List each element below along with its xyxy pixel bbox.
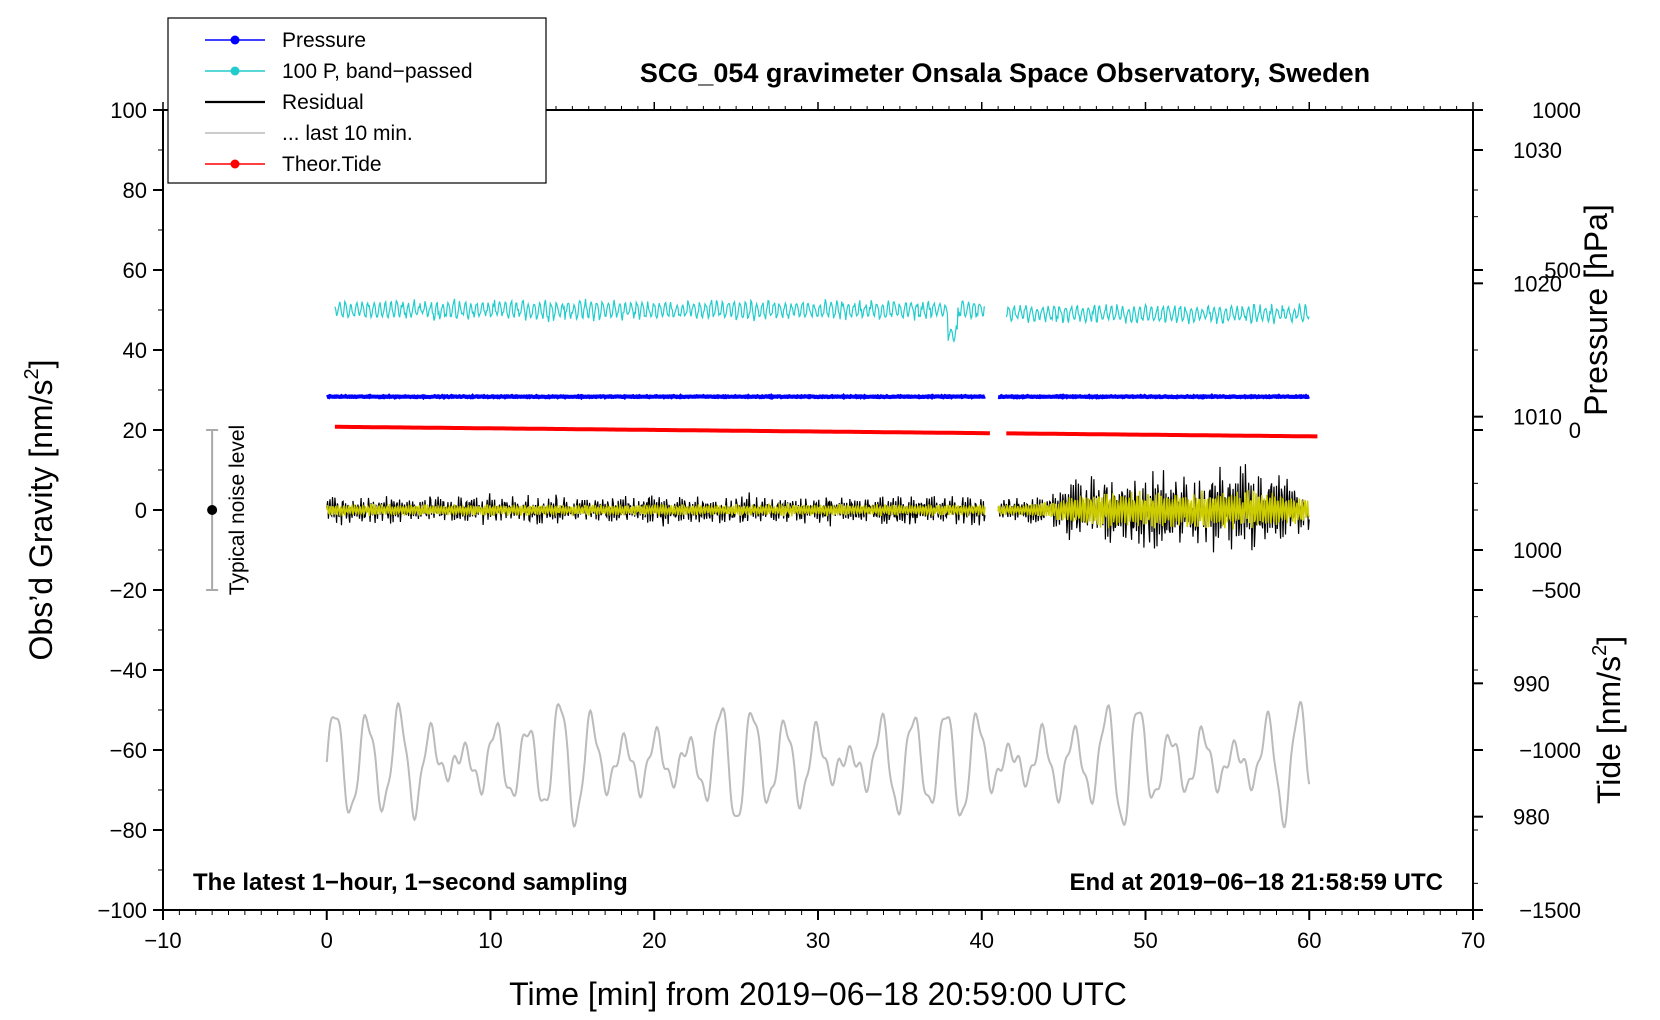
pressure-axis-ticks: 1030 1020 1010 1000 990 980 — [1473, 138, 1562, 884]
y-axis-title: Obs’d Gravity [nm/s2] — [21, 360, 59, 661]
x-axis-ticks: −10 0 10 20 30 40 50 60 70 — [144, 102, 1485, 953]
pressure-tick-label-1000: 1000 — [1513, 538, 1562, 563]
tide-axis-title-sup: 2 — [1589, 645, 1611, 656]
y-tick-label--80: −80 — [110, 818, 147, 843]
noise-dot — [207, 505, 218, 515]
series-theor-tide-0 — [334, 424, 990, 436]
tide-axis-title: Tide [nm/s2] — [1589, 636, 1627, 804]
series-band-passed-0 — [334, 298, 986, 343]
y-tick-label-80: 80 — [123, 178, 147, 203]
x-tick-label-10: 10 — [478, 928, 502, 953]
tide-tick-label--500: −500 — [1531, 578, 1581, 603]
tide-tick-label--1000: −1000 — [1519, 738, 1581, 763]
x-tick-label-50: 50 — [1133, 928, 1157, 953]
x-tick-label-70: 70 — [1461, 928, 1485, 953]
legend-label-4: Theor.Tide — [282, 153, 382, 176]
legend-marker-1 — [230, 66, 240, 76]
legend-label-1: 100 P, band−passed — [282, 60, 473, 83]
legend-items: Pressure 100 P, band−passed Residual ... la… — [205, 29, 473, 176]
y-axis-title-end: ] — [23, 360, 59, 369]
tide-axis-title-end: ] — [1591, 636, 1627, 645]
legend: Pressure 100 P, band−passed Residual ... la… — [167, 17, 547, 184]
tide-tick-label-1000: 1000 — [1532, 98, 1581, 123]
y-axis-ticks: 100 80 60 40 20 0 −20 −40 −60 −80 −100 — [97, 98, 163, 923]
legend-marker-4 — [230, 159, 240, 169]
chart-title: SCG_054 gravimeter Onsala Space Observat… — [640, 58, 1370, 88]
series-pressure-1 — [997, 393, 1310, 400]
tide-tick-label-500: 500 — [1544, 258, 1581, 283]
legend-label-3: ... last 10 min. — [282, 122, 413, 145]
y-tick-label--60: −60 — [110, 738, 147, 763]
annotation-sampling: The latest 1−hour, 1−second sampling — [193, 869, 628, 896]
pressure-tick-label-980: 980 — [1513, 805, 1550, 830]
legend-label-2: Residual — [282, 91, 364, 114]
x-tick-label-20: 20 — [642, 928, 666, 953]
x-tick-label-30: 30 — [806, 928, 830, 953]
y-axis-title-sup: 2 — [21, 368, 43, 379]
y-tick-label--100: −100 — [97, 898, 147, 923]
series-pressure-0 — [326, 393, 986, 401]
series-last-10-min — [325, 700, 1311, 829]
y-tick-label-0: 0 — [135, 498, 147, 523]
legend-label-0: Pressure — [282, 29, 366, 52]
x-tick-label-60: 60 — [1297, 928, 1321, 953]
pressure-tick-label-1030: 1030 — [1513, 138, 1562, 163]
y-tick-label-100: 100 — [110, 98, 147, 123]
y-tick-label-20: 20 — [123, 418, 147, 443]
x-tick-label--10: −10 — [144, 928, 181, 953]
y-tick-label--20: −20 — [110, 578, 147, 603]
y-tick-label--40: −40 — [110, 658, 147, 683]
legend-marker-0 — [230, 35, 240, 45]
pressure-tick-label-990: 990 — [1513, 671, 1550, 696]
tide-tick-label-0: 0 — [1569, 418, 1581, 443]
series-layer — [325, 298, 1318, 829]
pressure-tick-label-1010: 1010 — [1513, 405, 1562, 430]
tide-axis-ticks: 1000 500 0 −500 −1000 −1500 — [1473, 98, 1581, 923]
noise-label: Typical noise level — [226, 425, 249, 595]
noise-indicator: Typical noise level — [206, 425, 249, 595]
y-tick-label-60: 60 — [123, 258, 147, 283]
x-tick-label-40: 40 — [970, 928, 994, 953]
pressure-tick-label-1020: 1020 — [1513, 271, 1562, 296]
series-theor-tide-1 — [1006, 431, 1318, 439]
series-residual-smoothed-1 — [997, 489, 1310, 530]
x-tick-label-0: 0 — [321, 928, 333, 953]
tide-axis-title-main: Tide [nm/s — [1591, 656, 1627, 804]
y-tick-label-40: 40 — [123, 338, 147, 363]
pressure-axis-title: Pressure [hPa] — [1578, 204, 1614, 416]
series-band-passed-1 — [1005, 302, 1310, 325]
x-axis-title: Time [min] from 2019−06−18 20:59:00 UTC — [509, 976, 1127, 1012]
annotation-end-time: End at 2019−06−18 21:58:59 UTC — [1069, 869, 1443, 896]
y-axis-title-main: Obs’d Gravity [nm/s — [23, 380, 59, 661]
series-residual-smoothed-0 — [326, 502, 986, 518]
legend-box — [167, 17, 547, 184]
tide-tick-label--1500: −1500 — [1519, 898, 1581, 923]
